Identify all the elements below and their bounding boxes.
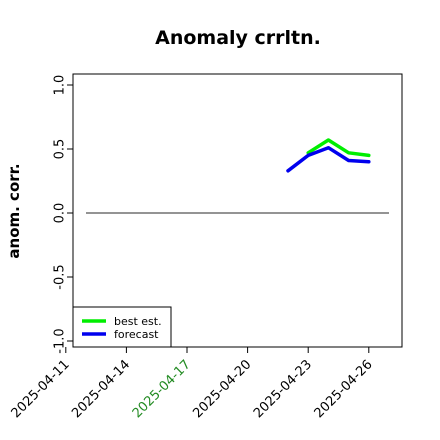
x-tick-label: 2025-04-17 bbox=[130, 357, 194, 421]
plot-frame bbox=[72, 73, 403, 348]
y-axis-label: anom. corr. bbox=[5, 163, 23, 258]
plot-area bbox=[86, 138, 389, 214]
x-tick-label: 2025-04-11 bbox=[9, 357, 73, 421]
y-tick-label: 1.0 bbox=[53, 75, 68, 96]
y-axis: -1.0 -0.5 0.0 0.5 1.0 bbox=[53, 75, 73, 354]
y-tick-label: 0.5 bbox=[53, 139, 68, 160]
chart-title: Anomaly crrltn. bbox=[155, 27, 321, 49]
series-line-best-est bbox=[306, 138, 371, 158]
x-tick-label: 2025-04-26 bbox=[312, 357, 376, 421]
y-tick-label: -0.5 bbox=[53, 264, 68, 289]
y-tick-label: -1.0 bbox=[53, 328, 68, 353]
legend-label: best est. bbox=[114, 315, 162, 328]
series-line-forecast bbox=[286, 145, 371, 173]
x-axis: 2025-04-112025-04-142025-04-172025-04-20… bbox=[9, 347, 376, 421]
legend-box bbox=[72, 306, 172, 348]
legend: best est.forecast bbox=[72, 306, 172, 348]
x-tick-label: 2025-04-14 bbox=[69, 357, 133, 421]
x-tick-label: 2025-04-20 bbox=[190, 357, 254, 421]
x-tick-label: 2025-04-23 bbox=[251, 357, 315, 421]
legend-label: forecast bbox=[114, 328, 159, 341]
y-tick-label: 0.0 bbox=[53, 203, 68, 224]
